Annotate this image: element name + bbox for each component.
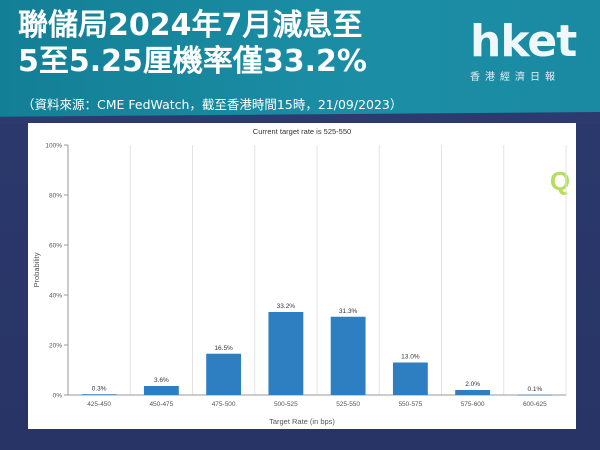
x-tick-label: 475-500 bbox=[212, 401, 236, 408]
bar bbox=[206, 353, 242, 395]
x-tick-label: 550-575 bbox=[398, 401, 422, 408]
x-tick-label: 575-600 bbox=[461, 401, 485, 408]
bar bbox=[517, 394, 553, 396]
y-tick-label: 80% bbox=[49, 193, 62, 200]
logo-wordmark: hket bbox=[470, 16, 577, 67]
data-label: 31.3% bbox=[339, 308, 358, 315]
y-tick-label: 0% bbox=[53, 393, 63, 400]
source-note: （資料來源：CME FedWatch，截至香港時間15時，21/09/2023） bbox=[22, 97, 403, 112]
y-tick-label: 100% bbox=[45, 143, 62, 150]
headline-line-1: 聯儲局2024年7月減息至 bbox=[18, 8, 363, 43]
y-axis-label: Probability bbox=[32, 252, 41, 287]
bar bbox=[330, 316, 366, 395]
data-label: 3.6% bbox=[154, 377, 169, 384]
label-layer: 0.3% 425-450 3.6% 450-475 16.5% 475-500 33.2% 5… bbox=[87, 303, 547, 408]
y-tick-label: 20% bbox=[49, 343, 62, 350]
data-label: 33.2% bbox=[277, 303, 296, 310]
bar bbox=[455, 390, 491, 395]
y-tick-label: 60% bbox=[49, 243, 62, 250]
axis-layer: 0% 20% 40% 60% 80% 100% bbox=[45, 143, 566, 400]
data-label: 2.0% bbox=[465, 381, 480, 388]
data-label: 0.1% bbox=[527, 386, 542, 393]
data-label: 13.0% bbox=[401, 354, 420, 361]
bar bbox=[392, 362, 428, 395]
x-tick-label: 425-450 bbox=[87, 401, 111, 408]
grid-layer bbox=[67, 145, 567, 395]
chart-title: Current target rate is 525-550 bbox=[253, 127, 351, 136]
headline: 聯儲局2024年7月減息至 5至5.25厘機率僅33.2% bbox=[18, 8, 448, 80]
data-label: 0.3% bbox=[92, 385, 107, 392]
x-axis-label: Target Rate (in bps) bbox=[269, 417, 335, 426]
logo-subtitle: 香港經濟日報 bbox=[470, 72, 560, 83]
bar bbox=[143, 386, 179, 395]
bar-layer bbox=[81, 312, 553, 396]
headline-banner bbox=[0, 0, 600, 120]
watermark-q-icon: Q bbox=[550, 166, 570, 196]
bar bbox=[81, 394, 117, 395]
y-tick-label: 40% bbox=[49, 293, 62, 300]
x-tick-label: 525-550 bbox=[336, 401, 360, 408]
x-tick-label: 500-525 bbox=[274, 401, 298, 408]
x-tick-label: 600-625 bbox=[523, 401, 547, 408]
probability-bar-chart: Current target rate is 525-550 Probabili… bbox=[32, 127, 570, 426]
hket-logo: hket 香港經濟日報 bbox=[470, 18, 585, 88]
chart-card: Current target rate is 525-550 Probabili… bbox=[28, 123, 576, 429]
bar bbox=[268, 312, 304, 395]
data-label: 16.5% bbox=[214, 345, 233, 352]
x-tick-label: 450-475 bbox=[149, 401, 173, 408]
headline-line-2: 5至5.25厘機率僅33.2% bbox=[18, 44, 367, 79]
